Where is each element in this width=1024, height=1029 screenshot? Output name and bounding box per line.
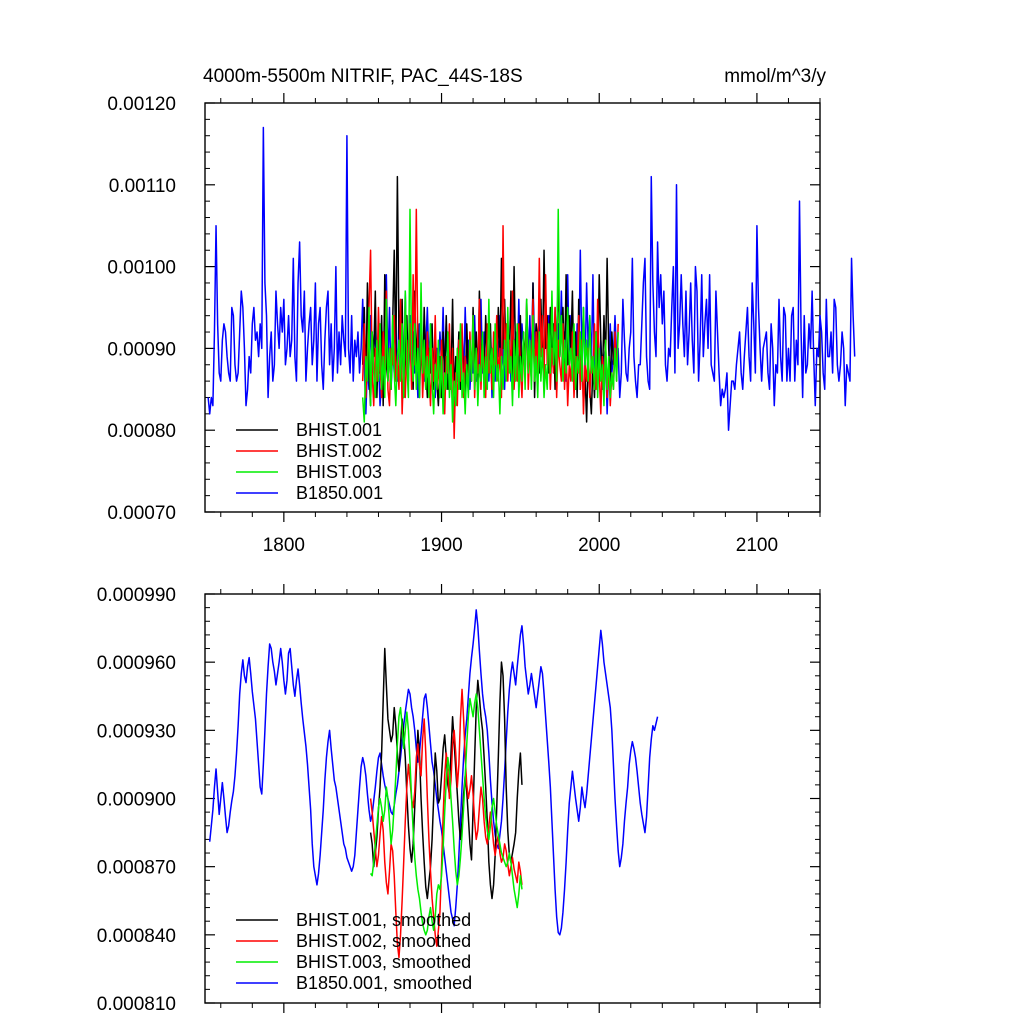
top-plot-frame: [204, 102, 821, 513]
bottom-series-bhist-003-smoothed: [369, 693, 523, 936]
bottom-axis-ticks: 0.000810 0.000840 0.000870 0.000900 0.000930…: [97, 584, 821, 1015]
bottom-y-tick-label: 0.000840: [97, 926, 176, 947]
top-x-tick-label: 2000: [578, 535, 620, 556]
bottom-legend-label: BHIST.003, smoothed: [296, 952, 471, 972]
top-x-tick-label: 1800: [263, 535, 305, 556]
top-x-tick-label: 1900: [420, 535, 462, 556]
top-series-lines: [207, 126, 856, 440]
top-legend-label: BHIST.002: [296, 441, 382, 461]
bottom-y-tick-label: 0.000990: [97, 585, 176, 606]
top-legend-label: B1850.001: [296, 483, 383, 503]
top-axis-ticks: 1800 1900 2000 2100 0.00070 0.00080 0.00090 0.0…: [107, 93, 821, 556]
top-y-tick-label: 0.00100: [107, 258, 176, 279]
top-series-bhist-003: [361, 208, 619, 423]
bottom-y-tick-label: 0.000810: [97, 994, 176, 1015]
top-x-tick-label: 2100: [736, 535, 778, 556]
bottom-y-tick-label: 0.000900: [97, 790, 176, 811]
top-legend-label: BHIST.003: [296, 462, 382, 482]
top-y-tick-label: 0.00080: [107, 421, 176, 442]
top-chart-title: 4000m-5500m NITRIF, PAC_44S-18S: [203, 66, 523, 87]
top-y-tick-label: 0.00070: [107, 503, 176, 524]
bottom-y-tick-label: 0.000960: [97, 653, 176, 674]
bottom-panel: 0.000810 0.000840 0.000870 0.000900 0.000930…: [97, 584, 821, 1015]
bottom-legend-label: B1850.001, smoothed: [296, 973, 472, 993]
top-panel: 4000m-5500m NITRIF, PAC_44S-18S mmol/m^3…: [107, 66, 856, 556]
bottom-legend-label: BHIST.001, smoothed: [296, 910, 471, 930]
top-chart-units: mmol/m^3/y: [724, 66, 826, 87]
top-y-tick-label: 0.00120: [107, 94, 176, 115]
top-y-tick-label: 0.00110: [109, 176, 176, 197]
bottom-series-b1850-001-smoothed: [208, 609, 659, 936]
bottom-y-tick-label: 0.000930: [97, 721, 176, 742]
bottom-legend-label: BHIST.002, smoothed: [296, 931, 471, 951]
top-legend-label: BHIST.001: [296, 420, 382, 440]
bottom-series-lines: [208, 609, 659, 959]
top-y-tick-label: 0.00090: [107, 339, 176, 360]
bottom-y-tick-label: 0.000870: [97, 858, 176, 879]
bottom-series-bhist-002-smoothed: [369, 688, 523, 959]
